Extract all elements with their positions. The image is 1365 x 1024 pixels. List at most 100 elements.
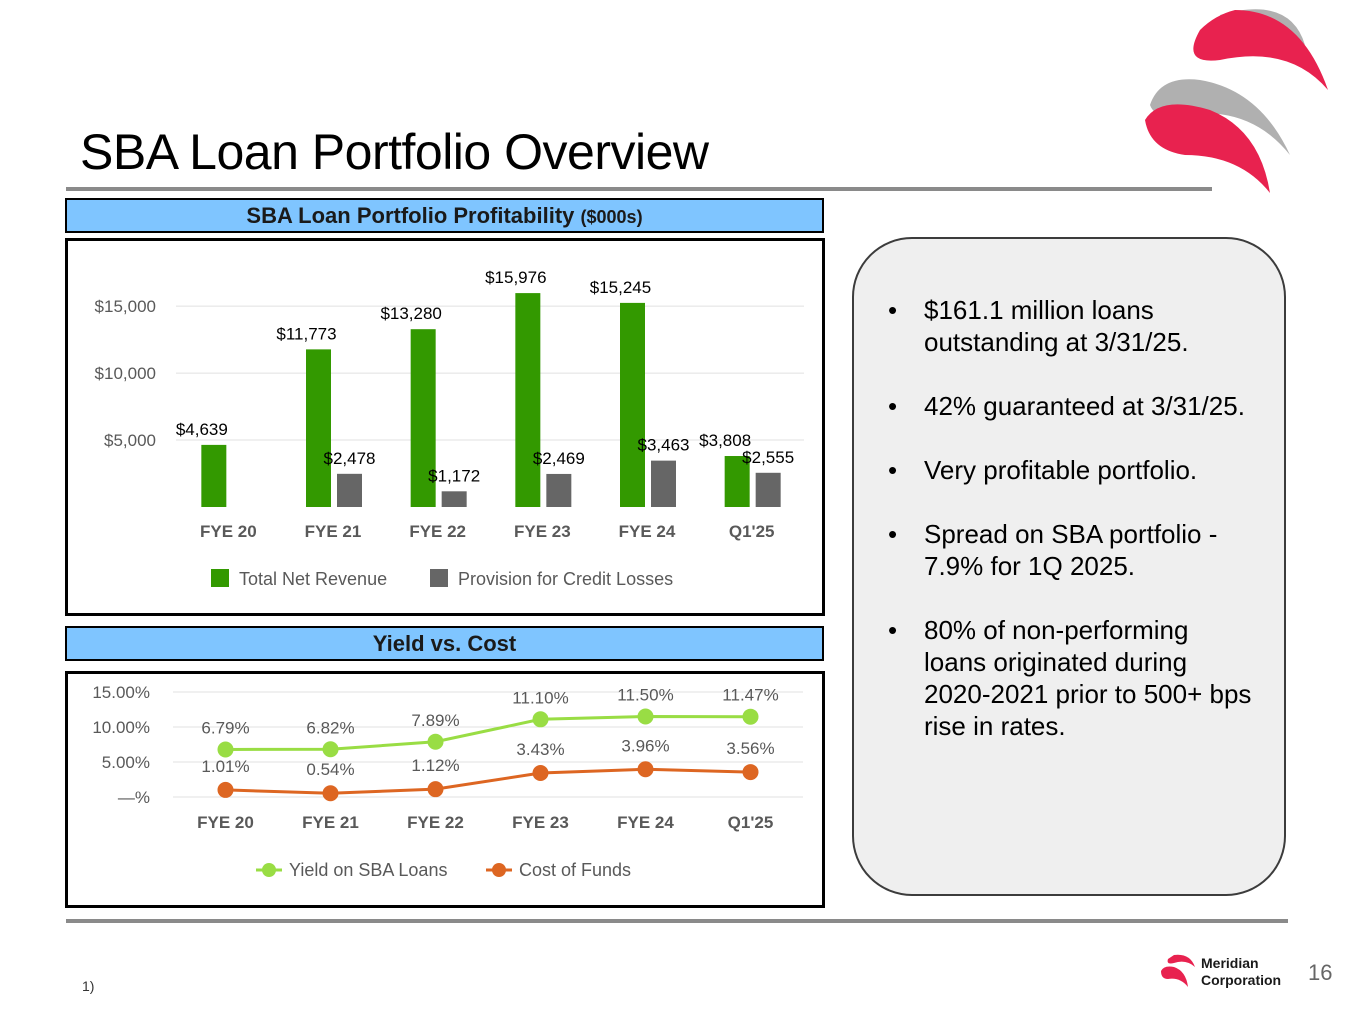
cost-point: [322, 785, 339, 802]
provision-data-label: $2,469: [533, 449, 585, 468]
yield-cost-line-chart: —% 5.00% 10.00% 15.00% 6.79% 6.82% 7.89% 11.10%…: [92, 683, 803, 880]
yield-point: [217, 741, 234, 758]
bar-x-tick-label: FYE 23: [514, 522, 571, 541]
profitability-header: SBA Loan Portfolio Profitability ($000s): [65, 198, 824, 233]
yield-point: [322, 741, 339, 758]
provision-bar: [337, 473, 362, 507]
yield-cost-header-title: Yield vs. Cost: [372, 631, 517, 656]
cost-data-label: 1.12%: [411, 756, 459, 775]
revenue-data-label: $13,280: [380, 304, 441, 323]
bar-y-tick-label: $5,000: [104, 431, 156, 450]
footer-company-line1: Meridian: [1201, 955, 1259, 971]
provision-data-label: $2,555: [742, 448, 794, 467]
yield-point: [637, 708, 654, 725]
profitability-chart-panel: $5,000 $10,000 $15,000 $4,639 FYE 20 $11,773 $…: [65, 238, 825, 616]
revenue-data-label: $15,976: [485, 268, 546, 287]
line-y-tick-label: 10.00%: [92, 718, 150, 737]
revenue-bar: [515, 293, 541, 507]
revenue-bar: [724, 456, 750, 507]
legend-yield-marker: [262, 863, 276, 877]
revenue-data-label: $11,773: [276, 324, 336, 343]
line-y-tick-label: 15.00%: [92, 683, 150, 702]
cost-point: [427, 781, 444, 798]
cost-point: [637, 761, 654, 778]
provision-data-label: $1,172: [428, 466, 480, 485]
yield-line: [225, 714, 751, 751]
cost-point: [217, 781, 234, 798]
legend-cost-label: Cost of Funds: [519, 860, 631, 880]
footnote: 1): [82, 978, 95, 994]
yield-cost-chart-panel: —% 5.00% 10.00% 15.00% 6.79% 6.82% 7.89% 11.10%…: [65, 671, 825, 908]
line-x-tick-label: FYE 22: [407, 813, 464, 832]
cost-data-label: 3.96%: [621, 736, 669, 755]
cost-data-label: 3.56%: [726, 739, 774, 758]
profitability-bar-chart: $5,000 $10,000 $15,000 $4,639 FYE 20 $11,773 $…: [95, 268, 804, 589]
footer-divider: [66, 919, 1288, 923]
bar-x-tick-label: FYE 20: [200, 522, 257, 541]
yield-data-label: 11.10%: [512, 688, 568, 707]
revenue-data-label: $15,245: [590, 278, 651, 297]
legend-revenue-swatch: [211, 569, 229, 587]
line-x-tick-label: Q1'25: [728, 813, 774, 832]
provision-data-label: $3,463: [638, 436, 690, 455]
highlights-list: $161.1 million loans outstanding at 3/31…: [888, 294, 1254, 774]
footer-logo-icon: [1161, 954, 1195, 987]
line-x-tick-label: FYE 20: [197, 813, 254, 832]
cost-point: [742, 764, 759, 781]
yield-point: [427, 733, 444, 750]
profitability-header-unit: ($000s): [580, 207, 643, 227]
line-x-tick-label: FYE 21: [302, 813, 359, 832]
line-y-tick-label: 5.00%: [102, 753, 150, 772]
legend-provision-swatch: [430, 569, 448, 587]
legend-cost-marker: [492, 863, 506, 877]
highlight-bullet: 80% of non-performing loans originated d…: [888, 614, 1254, 742]
highlight-bullet: $161.1 million loans outstanding at 3/31…: [888, 294, 1254, 358]
highlight-bullet: Spread on SBA portfolio - 7.9% for 1Q 20…: [888, 518, 1254, 582]
bar-y-tick-label: $15,000: [95, 297, 156, 316]
legend-provision-label: Provision for Credit Losses: [458, 569, 673, 589]
yield-cost-header: Yield vs. Cost: [65, 626, 824, 661]
cost-line: [225, 767, 751, 795]
yield-data-label: 11.47%: [722, 686, 778, 705]
yield-data-label: 7.89%: [411, 711, 459, 730]
line-y-tick-label: —%: [118, 788, 150, 807]
cost-data-label: 1.01%: [201, 757, 249, 776]
bar-x-tick-label: FYE 21: [305, 522, 362, 541]
cost-data-label: 0.54%: [306, 760, 354, 779]
cost-point: [532, 764, 549, 781]
bar-x-tick-label: Q1'25: [729, 522, 775, 541]
bar-x-tick-label: FYE 22: [409, 522, 466, 541]
profitability-header-title: SBA Loan Portfolio Profitability: [246, 203, 575, 228]
highlight-bullet: Very profitable portfolio.: [888, 454, 1254, 486]
highlight-bullet: 42% guaranteed at 3/31/25.: [888, 390, 1254, 422]
yield-point: [532, 711, 549, 728]
yield-data-label: 6.82%: [306, 718, 354, 737]
footer-company-name: Meridian Corporation: [1201, 955, 1281, 989]
legend-yield-label: Yield on SBA Loans: [289, 860, 447, 880]
provision-data-label: $2,478: [324, 449, 376, 468]
line-x-tick-label: FYE 24: [617, 813, 674, 832]
bar-y-tick-label: $10,000: [95, 364, 156, 383]
revenue-data-label: $3,808: [699, 431, 751, 450]
revenue-bar: [410, 329, 436, 507]
provision-bar: [755, 472, 781, 507]
yield-data-label: 6.79%: [201, 718, 249, 737]
title-divider: [66, 187, 1212, 191]
provision-bar: [651, 460, 676, 507]
yield-data-label: 11.50%: [617, 686, 673, 705]
company-logo: [1145, 9, 1328, 193]
legend-revenue-label: Total Net Revenue: [239, 569, 387, 589]
provision-bar: [546, 473, 572, 507]
yield-point: [742, 708, 759, 725]
page-number: 16: [1308, 960, 1333, 985]
provision-bar: [441, 491, 467, 507]
revenue-bar: [306, 349, 331, 507]
revenue-data-label: $4,639: [176, 420, 228, 439]
line-x-tick-label: FYE 23: [512, 813, 569, 832]
footer-company-line2: Corporation: [1201, 972, 1282, 988]
bar-x-tick-label: FYE 24: [619, 522, 676, 541]
page-title: SBA Loan Portfolio Overview: [80, 124, 709, 180]
cost-data-label: 3.43%: [516, 740, 564, 759]
highlights-panel: $161.1 million loans outstanding at 3/31…: [852, 237, 1286, 896]
revenue-bar: [201, 444, 227, 507]
